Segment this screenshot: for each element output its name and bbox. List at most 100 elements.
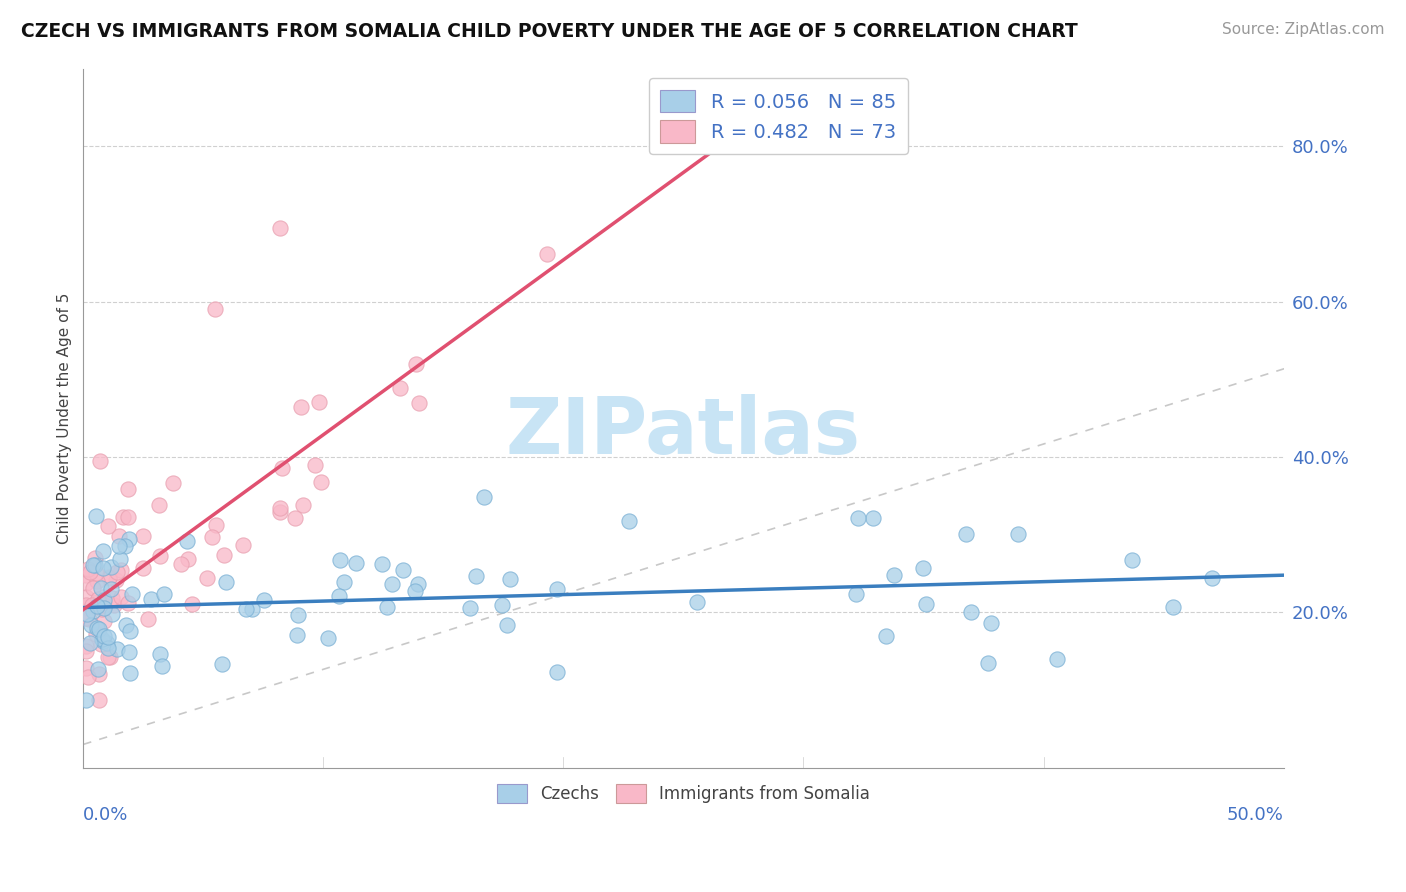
Point: [149, 647, 172, 661]
Point: [108, 539, 131, 553]
Point: [98, 650, 121, 665]
Text: ZIPatlas: ZIPatlas: [506, 394, 860, 470]
Point: [269, 220, 291, 235]
Text: CZECH VS IMMIGRANTS FROM SOMALIA CHILD POVERTY UNDER THE AGE OF 5 CORRELATION CH: CZECH VS IMMIGRANTS FROM SOMALIA CHILD P…: [21, 22, 1078, 41]
Point: [460, 601, 482, 615]
Point: [114, 539, 136, 553]
Point: [75, 639, 97, 653]
Point: [98, 571, 121, 585]
Point: [177, 551, 200, 566]
Point: [495, 618, 517, 632]
Point: [79, 566, 101, 580]
Point: [883, 568, 905, 582]
Point: [472, 491, 495, 505]
Point: [82, 604, 104, 618]
Point: [90, 632, 112, 646]
Point: [75, 693, 97, 707]
Point: [83, 551, 105, 566]
Point: [107, 529, 129, 543]
Point: [79, 617, 101, 632]
Point: [120, 624, 142, 638]
Point: [846, 510, 869, 524]
Point: [405, 358, 427, 372]
Point: [115, 618, 138, 632]
Point: [240, 601, 263, 615]
Point: [100, 560, 122, 574]
Point: [284, 511, 307, 525]
Point: [290, 400, 312, 414]
Point: [75, 575, 97, 590]
Point: [91, 601, 114, 615]
Point: [162, 476, 184, 491]
Point: [304, 458, 326, 472]
Point: [77, 670, 100, 684]
Point: [253, 593, 276, 607]
Point: [536, 247, 558, 261]
Point: [132, 529, 155, 543]
Point: [118, 533, 141, 547]
Point: [105, 642, 128, 657]
Point: [546, 665, 568, 679]
Point: [292, 498, 315, 512]
Point: [308, 395, 330, 409]
Point: [845, 587, 868, 601]
Point: [686, 594, 709, 608]
Point: [87, 591, 110, 606]
Point: [75, 661, 97, 675]
Point: [86, 574, 108, 589]
Text: Source: ZipAtlas.com: Source: ZipAtlas.com: [1222, 22, 1385, 37]
Point: [93, 598, 115, 612]
Point: [170, 558, 193, 572]
Point: [235, 602, 257, 616]
Point: [93, 600, 115, 615]
Point: [97, 570, 120, 584]
Point: [117, 596, 139, 610]
Point: [1121, 553, 1143, 567]
Legend: Czechs, Immigrants from Somalia: Czechs, Immigrants from Somalia: [488, 776, 879, 812]
Point: [132, 561, 155, 575]
Point: [1007, 526, 1029, 541]
Point: [76, 607, 98, 621]
Point: [955, 527, 977, 541]
Point: [82, 581, 104, 595]
Point: [148, 498, 170, 512]
Point: [91, 561, 114, 575]
Point: [82, 599, 104, 613]
Point: [75, 644, 97, 658]
Point: [499, 572, 522, 586]
Point: [86, 621, 108, 635]
Point: [93, 629, 115, 643]
Point: [176, 534, 198, 549]
Point: [75, 598, 97, 612]
Point: [101, 607, 124, 622]
Point: [91, 634, 114, 648]
Point: [381, 577, 404, 591]
Point: [214, 574, 236, 589]
Point: [91, 543, 114, 558]
Point: [75, 567, 97, 582]
Point: [96, 649, 118, 664]
Point: [97, 630, 120, 644]
Point: [148, 549, 170, 564]
Point: [121, 587, 143, 601]
Point: [232, 538, 254, 552]
Point: [93, 593, 115, 607]
Point: [875, 629, 897, 643]
Point: [328, 589, 350, 603]
Point: [491, 598, 513, 612]
Point: [1046, 651, 1069, 665]
Point: [93, 614, 115, 628]
Point: [204, 302, 226, 317]
Point: [333, 574, 356, 589]
Point: [75, 600, 97, 615]
Point: [89, 622, 111, 636]
Point: [75, 611, 97, 625]
Y-axis label: Child Poverty Under the Age of 5: Child Poverty Under the Age of 5: [58, 293, 72, 544]
Point: [912, 560, 935, 574]
Point: [180, 597, 202, 611]
Point: [103, 598, 125, 612]
Point: [371, 557, 394, 571]
Point: [212, 548, 235, 562]
Point: [980, 616, 1002, 631]
Point: [329, 553, 352, 567]
